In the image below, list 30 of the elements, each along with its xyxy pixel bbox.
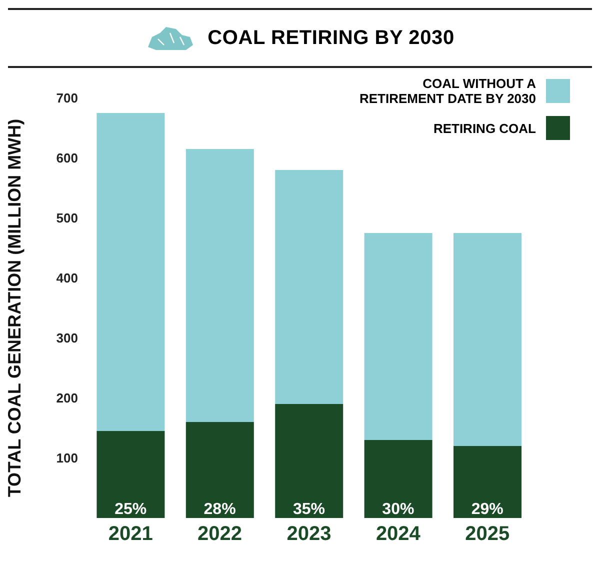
x-tick-label: 2022: [198, 523, 242, 546]
bar: [96, 113, 165, 431]
bar: [275, 170, 344, 404]
bar: [454, 446, 522, 518]
y-tick-label: 600: [56, 150, 78, 166]
y-tick-label: 400: [56, 270, 78, 286]
bar: [364, 440, 432, 518]
bar: [96, 431, 165, 518]
y-tick-label: 200: [56, 390, 78, 406]
legend-label: RETIRING COAL: [433, 120, 536, 136]
x-tick-label: 2023: [286, 523, 332, 546]
bar: [186, 422, 254, 518]
annotation: 29%: [471, 501, 504, 518]
bar: [186, 149, 254, 422]
y-tick-label: 700: [56, 90, 78, 106]
bar: [454, 233, 522, 446]
y-tick-label: 100: [56, 450, 78, 466]
annotation: 30%: [382, 501, 414, 518]
legend-label: COAL WITHOUT A RETIREMENT DATE BY 2030: [358, 76, 536, 106]
y-tick-label: 300: [56, 330, 78, 346]
bar: [364, 233, 432, 440]
annotation: 35%: [292, 501, 326, 518]
y-tick-label: 500: [56, 210, 78, 226]
x-tick-label: 2024: [376, 523, 422, 546]
bar: [275, 404, 344, 518]
x-tick-label: 2021: [108, 523, 153, 546]
annotation: 28%: [204, 501, 236, 518]
annotation: 25%: [114, 501, 147, 518]
x-tick-label: 2025: [465, 523, 510, 546]
chart-title: COAL RETIRING BY 2030: [208, 26, 454, 50]
